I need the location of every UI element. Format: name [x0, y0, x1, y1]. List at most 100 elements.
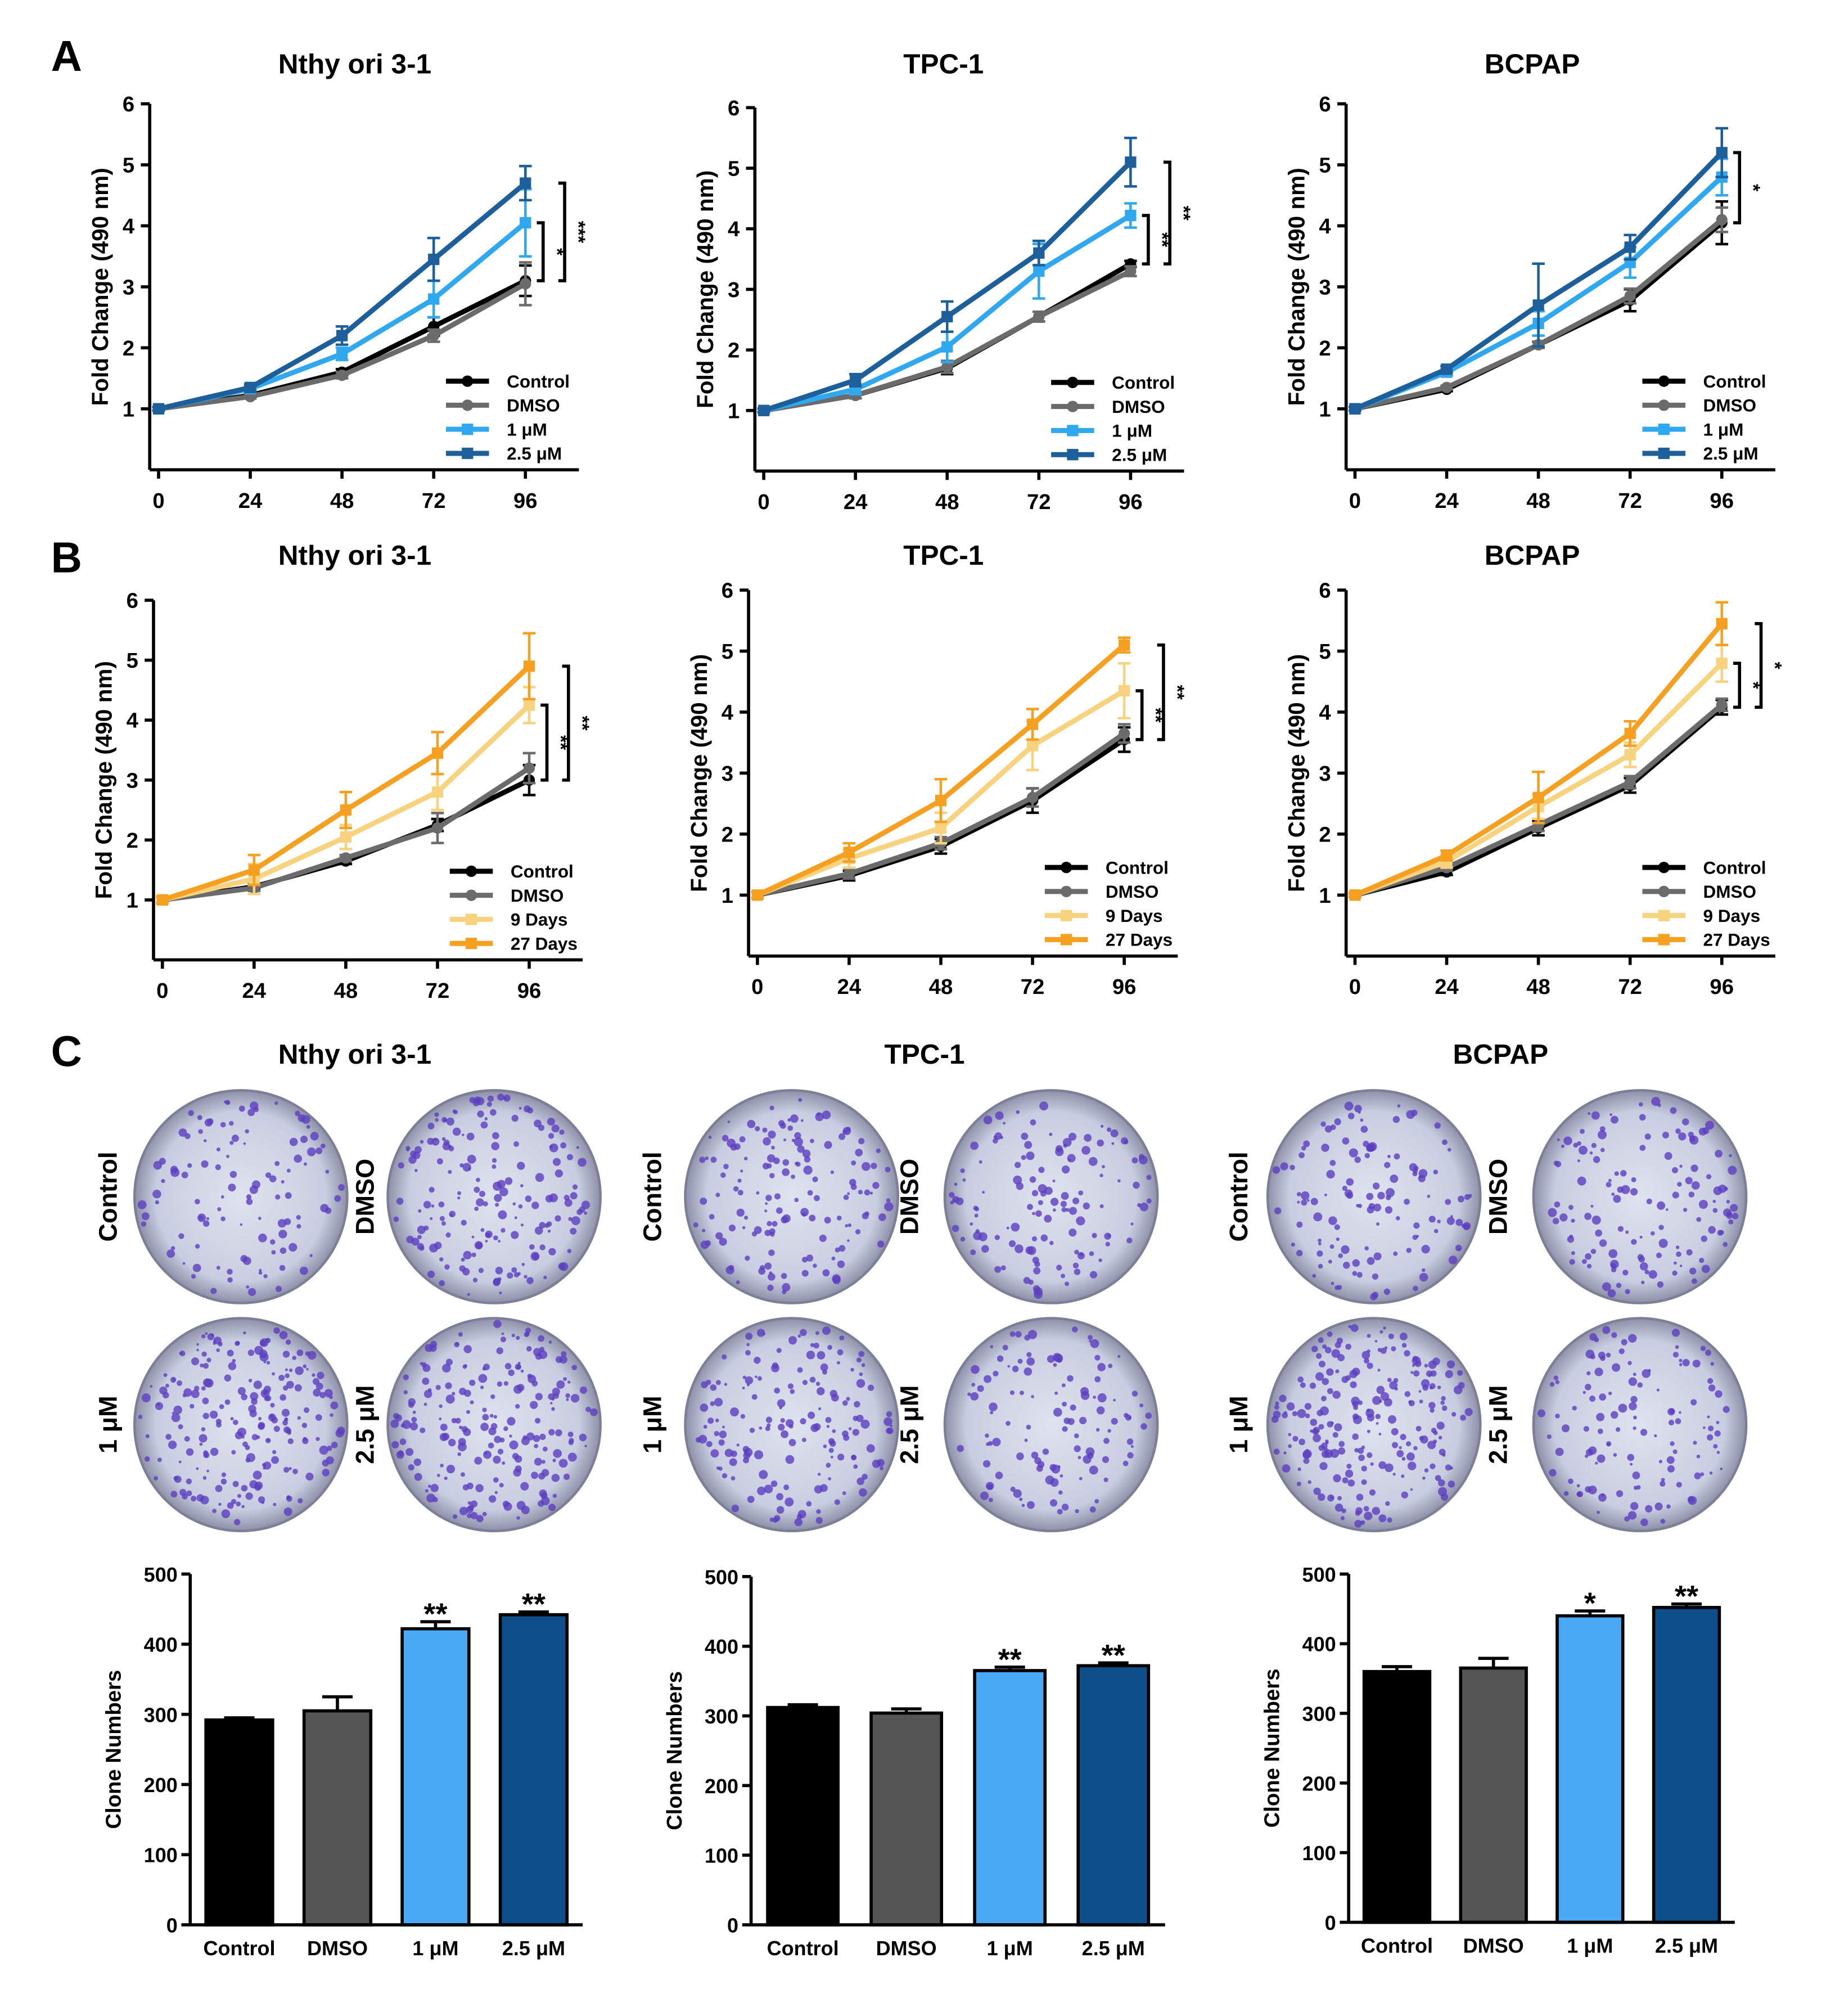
colony — [850, 1367, 854, 1372]
colony — [1008, 1240, 1016, 1248]
significance-label: *** — [568, 221, 589, 244]
colony — [869, 1191, 873, 1195]
colony — [265, 1172, 272, 1178]
colony — [516, 1516, 520, 1520]
colony — [1571, 1218, 1575, 1223]
chart-title: BCPAP — [1485, 49, 1580, 80]
colony — [1275, 1401, 1279, 1406]
legend-marker — [1658, 447, 1670, 460]
y-tick-label: 5 — [728, 157, 740, 181]
colony — [1107, 1234, 1111, 1238]
colony — [834, 1499, 840, 1505]
colony — [1024, 1367, 1033, 1376]
colony — [493, 1235, 498, 1241]
colony — [1303, 1140, 1310, 1148]
colony — [809, 1214, 816, 1222]
colony — [553, 1449, 562, 1458]
colony — [273, 1327, 280, 1334]
colony — [1376, 1422, 1379, 1425]
colony — [249, 1410, 257, 1418]
colony — [511, 1267, 517, 1273]
colony — [488, 1442, 494, 1449]
y-tick-label: 100 — [1302, 1842, 1336, 1865]
colony — [480, 1121, 488, 1129]
colony — [1023, 1277, 1031, 1284]
colony — [1621, 1339, 1627, 1346]
colony — [872, 1459, 881, 1468]
colony — [142, 1393, 151, 1403]
colony — [296, 1224, 301, 1229]
colony — [997, 1355, 1004, 1362]
colony — [1300, 1382, 1306, 1388]
colony — [531, 1472, 538, 1479]
colony — [552, 1459, 556, 1462]
colony — [1422, 1476, 1426, 1480]
colony — [427, 1484, 431, 1488]
colony — [1673, 1261, 1677, 1265]
x-tick-label: 48 — [330, 489, 354, 513]
y-tick-label: 200 — [144, 1774, 178, 1797]
colony — [182, 1262, 186, 1265]
marker — [935, 795, 947, 807]
colony — [1388, 1333, 1394, 1339]
colony — [1099, 1173, 1103, 1177]
colony — [534, 1457, 542, 1466]
colony — [1074, 1433, 1079, 1438]
colony — [855, 1229, 861, 1235]
colony — [838, 1133, 846, 1140]
culture-dish — [1532, 1089, 1748, 1304]
colony — [794, 1132, 801, 1139]
colony — [771, 1145, 775, 1150]
colony — [207, 1118, 214, 1125]
colony — [210, 1447, 219, 1456]
colony — [1311, 1346, 1318, 1352]
legend-label: DMSO — [511, 885, 564, 906]
y-tick-label: 3 — [123, 275, 134, 299]
colony — [414, 1473, 422, 1481]
colony — [1633, 1426, 1636, 1430]
colony — [285, 1368, 288, 1371]
colony — [229, 1141, 234, 1145]
colony — [1327, 1421, 1333, 1428]
colony — [1078, 1190, 1084, 1196]
colony — [1438, 1479, 1445, 1487]
colony — [993, 1138, 998, 1144]
colony — [272, 1450, 277, 1455]
colony — [823, 1444, 827, 1448]
colony — [554, 1215, 561, 1222]
colony — [1611, 1115, 1618, 1124]
colony — [254, 1483, 262, 1491]
series-line — [1354, 622, 1724, 898]
colony — [220, 1216, 226, 1222]
colony — [150, 1385, 153, 1388]
marker — [1441, 849, 1453, 861]
bar — [1076, 1664, 1151, 1927]
colony — [828, 1477, 831, 1480]
colony — [1146, 1198, 1152, 1204]
colony — [751, 1394, 758, 1400]
colony — [292, 1356, 297, 1361]
colony — [1039, 1101, 1049, 1111]
marker — [1026, 718, 1039, 730]
colony — [518, 1204, 523, 1209]
colony — [759, 1470, 768, 1479]
colony — [1088, 1156, 1098, 1166]
colony — [800, 1208, 809, 1217]
colony — [556, 1380, 565, 1389]
colony — [337, 1426, 345, 1435]
colony — [856, 1414, 864, 1423]
colony — [707, 1418, 714, 1424]
colony — [1698, 1200, 1708, 1209]
colony — [439, 1257, 444, 1262]
colony — [1331, 1281, 1334, 1285]
colony — [526, 1277, 534, 1284]
colony — [1310, 1198, 1318, 1205]
colony — [1050, 1478, 1059, 1487]
colony — [973, 1231, 982, 1240]
colony — [461, 1220, 467, 1226]
colony — [578, 1158, 587, 1167]
colony — [206, 1469, 210, 1473]
colony — [1034, 1261, 1040, 1267]
colony — [1590, 1249, 1597, 1254]
colony — [986, 1442, 990, 1446]
